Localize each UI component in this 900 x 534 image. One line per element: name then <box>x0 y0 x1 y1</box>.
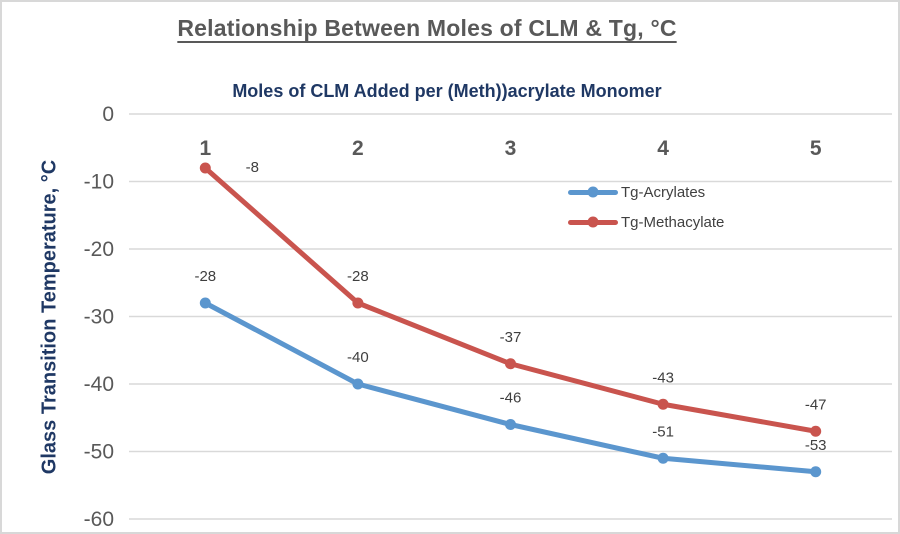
legend-label: Tg-Methacylate <box>621 213 725 231</box>
legend-marker-icon <box>568 186 618 198</box>
legend-label: Tg-Acrylates <box>621 183 706 201</box>
data-label: -47 <box>805 396 827 413</box>
legend-item-tg-acrylates: Tg-Acrylates <box>568 180 724 204</box>
y-tick-label: -10 <box>84 171 114 194</box>
data-label: -53 <box>805 437 827 454</box>
data-label: -28 <box>347 268 369 285</box>
legend-item-tg-methacylate: Tg-Methacylate <box>568 210 724 234</box>
data-label: -46 <box>500 390 522 407</box>
data-label: -40 <box>347 349 369 366</box>
data-point <box>657 398 669 410</box>
data-point <box>505 358 516 370</box>
x-tick-label: 5 <box>810 137 822 160</box>
x-tick-label: 2 <box>352 137 364 160</box>
data-label: -51 <box>652 423 674 440</box>
data-point <box>352 297 364 309</box>
y-tick-label: -50 <box>84 441 114 464</box>
x-axis-title: Moles of CLM Added per (Meth))acrylate M… <box>232 81 662 101</box>
data-label: -37 <box>500 329 522 346</box>
y-tick-label: -40 <box>84 373 114 396</box>
y-tick-label: -60 <box>84 508 114 531</box>
data-label: -28 <box>194 268 216 285</box>
legend: Tg-Acrylates Tg-Methacylate <box>568 180 724 234</box>
data-label: -43 <box>652 369 674 386</box>
y-tick-label: -30 <box>84 306 114 329</box>
data-point <box>810 425 822 437</box>
data-point <box>199 162 211 174</box>
y-tick-label: 0 <box>102 103 114 126</box>
x-tick-label: 1 <box>199 137 211 160</box>
legend-marker-icon <box>568 216 618 228</box>
data-point <box>810 466 822 478</box>
y-tick-label: -20 <box>84 238 114 261</box>
data-label: -8 <box>246 159 259 176</box>
chart-title: Relationship Between Moles of CLM & Tg, … <box>177 15 677 41</box>
data-point <box>505 419 516 430</box>
data-point <box>352 378 364 390</box>
data-point <box>199 297 211 309</box>
x-tick-label: 4 <box>657 137 669 160</box>
x-tick-label: 3 <box>505 137 517 160</box>
data-point <box>657 452 669 464</box>
